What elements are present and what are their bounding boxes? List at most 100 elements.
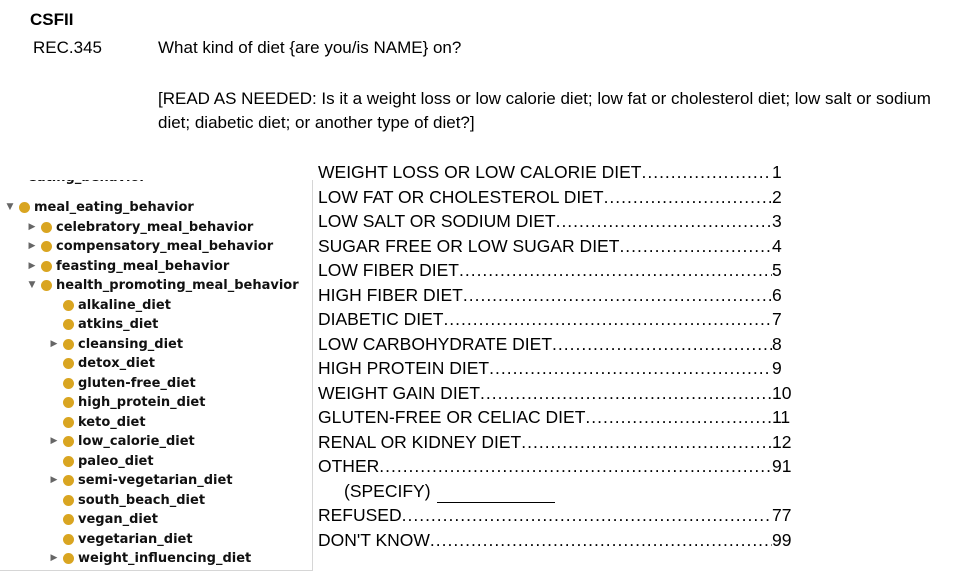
survey-title: CSFII [30, 10, 74, 29]
specify-blank [436, 488, 555, 503]
answer-option: LOW FIBER DIET 5 [318, 258, 798, 283]
read-as-needed-note: [READ AS NEEDED: Is it a weight loss or … [158, 89, 931, 132]
answer-label: REFUSED [318, 505, 402, 525]
answer-code: 9 [772, 358, 782, 378]
tree-node-label: feasting_meal_behavior [56, 258, 230, 274]
answer-label: LOW FIBER DIET [318, 260, 459, 280]
collapse-toggle-icon[interactable]: ▶ [28, 241, 36, 251]
answer-label: HIGH FIBER DIET [318, 284, 463, 305]
tree-node[interactable]: alkaline_diet [48, 296, 171, 316]
tree-node-label: detox_diet [78, 356, 155, 371]
answer-code: 6 [772, 284, 782, 305]
tree-node[interactable]: atkins_diet [48, 315, 158, 335]
answer-label: DON'T KNOW [318, 529, 430, 550]
tree-node[interactable]: ▼ meal_eating_behavior [4, 198, 194, 218]
tree-node-label: atkins_diet [78, 317, 159, 332]
leader-dots [443, 307, 772, 332]
tree-node[interactable]: ▶ compensatory_meal_behavior [26, 237, 274, 257]
answer-code: 7 [772, 309, 782, 329]
answer-code: 10 [772, 382, 792, 403]
answer-option: GLUTEN-FREE OR CELIAC DIET 11 [318, 405, 798, 430]
expand-toggle-icon[interactable]: ▼ [28, 280, 36, 290]
leader-dots [641, 160, 772, 185]
tree-node[interactable]: ▼ health_promoting_meal_behavior [26, 276, 299, 296]
tree-node[interactable]: detox_diet [48, 354, 155, 374]
answer-option: DON'T KNOW 99 [318, 528, 798, 553]
tree-node[interactable]: south_beach_diet [48, 491, 205, 511]
tree-node[interactable]: ▶ semi-vegetarian_diet [48, 471, 233, 491]
tree-node-label: health_promoting_meal_behavior [56, 278, 299, 293]
collapse-toggle-icon[interactable]: ▶ [50, 436, 58, 446]
tree-node[interactable]: keto_diet [48, 413, 146, 433]
answer-code: 3 [772, 211, 782, 231]
answer-label: RENAL OR KIDNEY DIET [318, 431, 522, 452]
answer-label: WEIGHT GAIN DIET [318, 382, 481, 403]
answer-code: 4 [772, 235, 782, 256]
class-node-icon [41, 241, 52, 253]
answer-label: SUGAR FREE OR LOW SUGAR DIET [318, 235, 620, 256]
specify-label: (SPECIFY) [344, 480, 431, 501]
answer-code: 1 [772, 162, 782, 182]
answer-option: RENAL OR KIDNEY DIET 12 [318, 430, 798, 455]
tree-node-label: paleo_diet [78, 453, 154, 469]
answer-option: LOW CARBOHYDRATE DIET 8 [318, 332, 798, 357]
collapse-toggle-icon[interactable]: ▶ [28, 221, 36, 232]
tree-node[interactable]: high_protein_diet [48, 393, 205, 413]
tree-node-label: compensatory_meal_behavior [56, 239, 274, 254]
answer-code: 12 [772, 431, 792, 452]
answer-option: LOW SALT OR SODIUM DIET 3 [318, 209, 798, 234]
tree-node[interactable]: ▶ low_calorie_diet [48, 432, 195, 452]
tree-node[interactable]: vegan_diet [48, 510, 158, 530]
answer-label: DIABETIC DIET [318, 309, 444, 329]
answer-option: WEIGHT GAIN DIET 10 [318, 381, 798, 406]
answer-option: DIABETIC DIET 7 [318, 307, 798, 332]
answer-label: HIGH PROTEIN DIET [318, 358, 490, 378]
tree-node-partial: eating_behavior [28, 180, 158, 186]
answer-option: SUGAR FREE OR LOW SUGAR DIET 4 [318, 234, 798, 259]
tree-node[interactable]: ▶ weight_influencing_diet [48, 549, 252, 569]
answer-option: HIGH PROTEIN DIET 9 [318, 356, 798, 381]
class-node-icon [63, 338, 74, 350]
leader-dots [402, 503, 772, 528]
answer-option: HIGH FIBER DIET 6 [318, 283, 798, 308]
tree-node[interactable]: ▶ feasting_meal_behavior [26, 257, 230, 277]
tree-node[interactable]: vegetarian_diet [48, 530, 193, 550]
collapse-toggle-icon[interactable]: ▶ [50, 553, 58, 563]
leader-dots [619, 234, 772, 259]
tree-node[interactable]: ▶ celebratory_meal_behavior [26, 218, 254, 238]
tree-node[interactable]: ▶ cleansing_diet [48, 335, 184, 355]
tree-node-label: weight_influencing_diet [78, 551, 252, 566]
leader-dots [379, 454, 772, 479]
leader-dots [521, 430, 772, 455]
tree-node[interactable]: gluten-free_diet [48, 374, 196, 394]
collapse-toggle-icon[interactable]: ▶ [28, 260, 36, 271]
class-node-icon [63, 475, 74, 487]
class-node-icon [63, 397, 74, 409]
collapse-toggle-icon[interactable]: ▶ [50, 338, 58, 349]
tree-node-label: gluten-free_diet [78, 375, 196, 391]
tree-node-label: vegetarian_diet [78, 531, 193, 547]
leader-dots [480, 381, 772, 406]
tree-node-label: low_calorie_diet [78, 434, 195, 449]
tree-node[interactable]: paleo_diet [48, 452, 154, 472]
answer-label: LOW FAT OR CHOLESTEROL DIET [318, 186, 604, 207]
class-node-icon [63, 494, 74, 506]
answer-option: REFUSED 77 [318, 503, 798, 528]
class-node-icon [63, 377, 74, 389]
tree-node-label: keto_diet [78, 414, 146, 430]
class-node-icon [63, 553, 74, 565]
collapse-toggle-icon[interactable]: ▶ [50, 475, 58, 485]
leader-dots [463, 283, 772, 308]
ontology-tree-panel: eating_behavior ▼ meal_eating_behavior ▶ ce… [0, 180, 313, 571]
answer-option: WEIGHT LOSS OR LOW CALORIE DIET 1 [318, 160, 798, 185]
tree-node-label: celebratory_meal_behavior [56, 219, 254, 235]
expand-toggle-icon[interactable]: ▼ [6, 202, 14, 212]
leader-dots [556, 209, 772, 234]
answer-option: LOW FAT OR CHOLESTEROL DIET 2 [318, 185, 798, 210]
answer-code: 99 [772, 529, 792, 550]
class-node-icon [63, 319, 74, 331]
leader-dots [604, 185, 772, 210]
class-node-icon [63, 299, 74, 311]
class-node-icon [41, 221, 52, 233]
